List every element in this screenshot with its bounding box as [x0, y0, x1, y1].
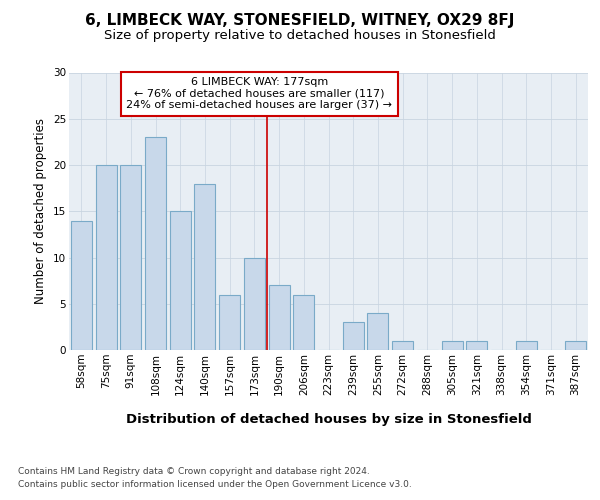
Bar	[565, 341, 586, 350]
Text: 6 LIMBECK WAY: 177sqm
← 76% of detached houses are smaller (117)
24% of semi-det: 6 LIMBECK WAY: 177sqm ← 76% of detached …	[126, 77, 392, 110]
Bar	[194, 184, 215, 350]
Text: 6, LIMBECK WAY, STONESFIELD, WITNEY, OX29 8FJ: 6, LIMBECK WAY, STONESFIELD, WITNEY, OX2…	[85, 12, 515, 28]
Bar	[392, 341, 413, 350]
Text: Size of property relative to detached houses in Stonesfield: Size of property relative to detached ho…	[104, 29, 496, 42]
Bar	[120, 165, 141, 350]
Text: Distribution of detached houses by size in Stonesfield: Distribution of detached houses by size …	[126, 412, 532, 426]
Bar	[269, 285, 290, 350]
Bar	[466, 341, 487, 350]
Bar	[293, 294, 314, 350]
Text: Contains public sector information licensed under the Open Government Licence v3: Contains public sector information licen…	[18, 480, 412, 489]
Y-axis label: Number of detached properties: Number of detached properties	[34, 118, 47, 304]
Bar	[343, 322, 364, 350]
Bar	[71, 220, 92, 350]
Bar	[516, 341, 537, 350]
Bar	[244, 258, 265, 350]
Bar	[170, 211, 191, 350]
Bar	[95, 165, 116, 350]
Bar	[219, 294, 240, 350]
Text: Contains HM Land Registry data © Crown copyright and database right 2024.: Contains HM Land Registry data © Crown c…	[18, 468, 370, 476]
Bar	[442, 341, 463, 350]
Bar	[367, 313, 388, 350]
Bar	[145, 137, 166, 350]
